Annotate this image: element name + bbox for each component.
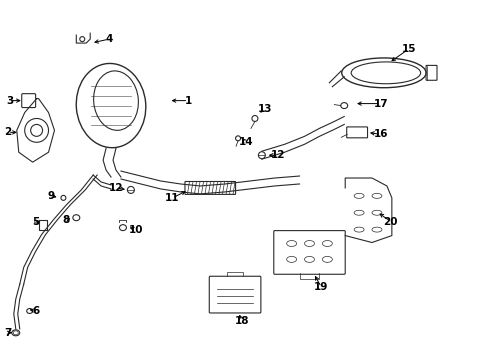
Text: 12: 12 <box>270 150 285 160</box>
Text: 1: 1 <box>184 96 192 105</box>
Text: 20: 20 <box>383 217 397 227</box>
Text: 12: 12 <box>108 183 123 193</box>
Text: 16: 16 <box>373 129 387 139</box>
Text: 17: 17 <box>373 99 387 109</box>
Text: 5: 5 <box>32 217 39 227</box>
Text: 9: 9 <box>48 191 55 201</box>
Text: 10: 10 <box>128 225 143 235</box>
Text: 15: 15 <box>401 44 415 54</box>
Text: 6: 6 <box>32 306 39 316</box>
Text: 7: 7 <box>4 328 12 338</box>
Text: 2: 2 <box>4 127 11 138</box>
Text: 18: 18 <box>234 316 249 326</box>
Text: 14: 14 <box>238 137 253 147</box>
Text: 4: 4 <box>105 34 113 44</box>
Text: 19: 19 <box>314 282 328 292</box>
Text: 3: 3 <box>6 96 14 105</box>
Text: 11: 11 <box>165 193 180 203</box>
Text: 8: 8 <box>62 215 70 225</box>
Text: 13: 13 <box>257 104 271 113</box>
